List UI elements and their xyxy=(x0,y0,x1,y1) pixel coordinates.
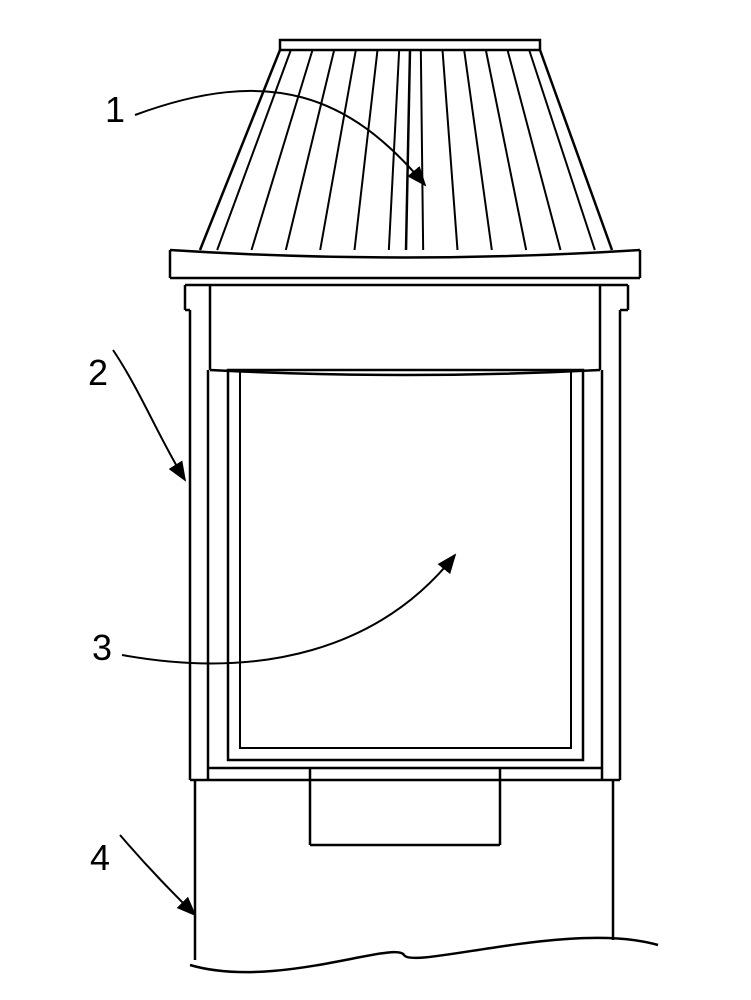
callout-label-2: 2 xyxy=(88,352,108,393)
technical-diagram: 1 2 3 4 xyxy=(0,0,751,1000)
callout-label-1: 1 xyxy=(105,89,125,130)
callout-label-4: 4 xyxy=(90,837,110,878)
callout-label-3: 3 xyxy=(92,627,112,668)
